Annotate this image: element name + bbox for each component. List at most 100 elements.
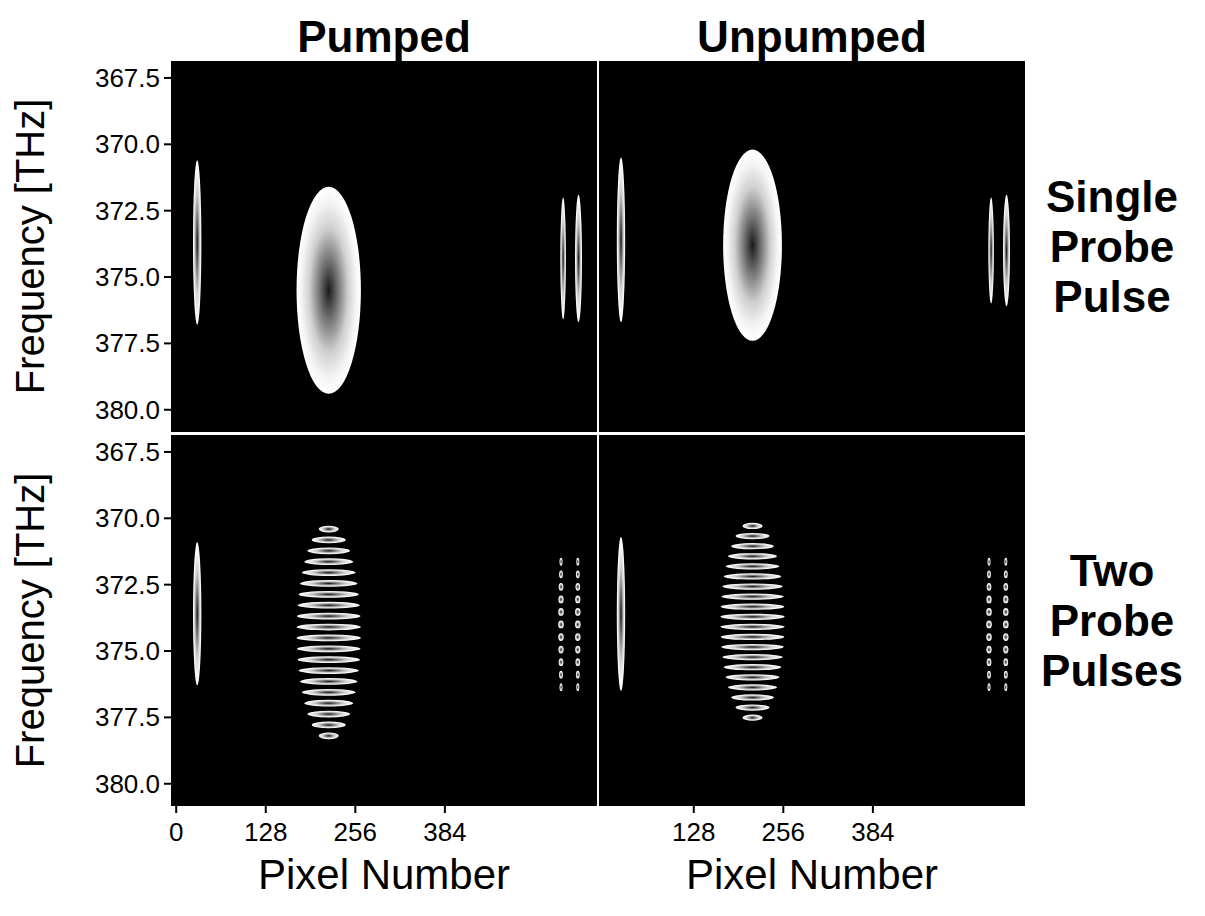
spot xyxy=(193,542,201,685)
fringe xyxy=(297,624,361,631)
fringe xyxy=(987,570,991,578)
x-axis-title: Pixel Number xyxy=(258,851,510,898)
panel xyxy=(164,62,596,431)
spot xyxy=(617,537,625,691)
y-tick xyxy=(164,77,172,79)
panel xyxy=(164,436,596,813)
x-axis-title: Pixel Number xyxy=(686,851,938,898)
fringe xyxy=(1003,583,1008,591)
y-tick-label: 370.0 xyxy=(95,503,160,533)
fringe xyxy=(312,722,346,729)
spot xyxy=(720,523,784,721)
spot xyxy=(193,160,201,325)
fringe xyxy=(297,613,361,620)
y-tick-label: 380.0 xyxy=(95,395,160,425)
spots xyxy=(617,523,1009,721)
spot-body xyxy=(617,158,625,323)
spot xyxy=(1003,195,1010,306)
y-tick-label: 370.0 xyxy=(95,129,160,159)
fringe xyxy=(987,658,992,666)
fringe xyxy=(558,621,564,629)
fringe xyxy=(297,635,361,642)
fringe xyxy=(312,537,346,544)
x-tick xyxy=(175,805,177,813)
fringe xyxy=(724,664,781,670)
fringe xyxy=(560,683,563,691)
fringe xyxy=(575,595,580,603)
fringe xyxy=(298,602,360,609)
fringe xyxy=(742,715,762,721)
fringe xyxy=(1004,570,1008,578)
figure: PumpedUnpumpedSingleProbePulseTwoProbePu… xyxy=(0,0,1205,916)
y-tick-label: 367.5 xyxy=(95,437,160,467)
fringe xyxy=(304,700,353,707)
fringe xyxy=(988,683,991,691)
y-tick-label: 372.5 xyxy=(95,196,160,226)
spot xyxy=(575,558,581,691)
y-tick-label: 375.0 xyxy=(95,636,160,666)
fringe xyxy=(1004,671,1008,679)
y-tick xyxy=(164,716,172,718)
fringe xyxy=(988,558,991,566)
spot xyxy=(1003,558,1009,691)
fringe xyxy=(987,583,992,591)
y-tick xyxy=(164,517,172,519)
fringe xyxy=(576,570,580,578)
fringe xyxy=(300,678,357,685)
fringe xyxy=(721,604,785,610)
spot-body xyxy=(193,160,201,325)
fringe xyxy=(986,633,992,641)
plot-background xyxy=(172,436,596,805)
x-tick-label: 256 xyxy=(762,817,805,847)
spot xyxy=(560,197,566,319)
fringe xyxy=(559,658,564,666)
fringe xyxy=(1004,558,1007,566)
x-tick xyxy=(693,805,695,813)
fringe xyxy=(742,523,762,529)
x-tick-label: 128 xyxy=(672,817,715,847)
fringe xyxy=(299,667,359,674)
x-tick-label: 256 xyxy=(334,817,377,847)
spot-body xyxy=(617,537,625,691)
y-tick xyxy=(164,451,172,453)
fringe xyxy=(1003,646,1008,654)
spot-body xyxy=(193,542,201,685)
y-tick-label: 367.5 xyxy=(95,63,160,93)
y-tick-label: 380.0 xyxy=(95,769,160,799)
x-tick xyxy=(872,805,874,813)
plot-background xyxy=(600,62,1024,431)
fringe xyxy=(721,593,783,599)
spot xyxy=(723,150,782,341)
fringe xyxy=(575,658,580,666)
plot-background xyxy=(172,62,596,431)
fringe xyxy=(721,634,785,640)
row-title: TwoProbePulses xyxy=(1041,546,1183,695)
fringe xyxy=(728,684,777,690)
fringe xyxy=(1003,621,1009,629)
fringe xyxy=(722,654,782,660)
y-tick xyxy=(164,584,172,586)
fringe xyxy=(575,646,580,654)
fringe xyxy=(986,621,992,629)
fringe xyxy=(559,570,563,578)
column-title: Pumped xyxy=(297,12,471,61)
x-tick xyxy=(265,805,267,813)
spot-body xyxy=(297,187,361,394)
fringe xyxy=(726,674,780,680)
fringe xyxy=(722,583,782,589)
spots xyxy=(193,160,582,394)
fringe xyxy=(559,671,563,679)
spot-body xyxy=(723,150,782,341)
y-tick-label: 377.5 xyxy=(95,328,160,358)
x-tick-label: 0 xyxy=(169,817,183,847)
x-tick xyxy=(782,805,784,813)
fringe xyxy=(726,563,780,569)
x-tick xyxy=(354,805,356,813)
fringe xyxy=(576,683,579,691)
fringe xyxy=(558,608,564,616)
fringe xyxy=(720,624,784,630)
y-tick xyxy=(164,210,172,212)
y-tick xyxy=(164,276,172,278)
fringe xyxy=(298,656,360,663)
fringe xyxy=(300,580,357,587)
